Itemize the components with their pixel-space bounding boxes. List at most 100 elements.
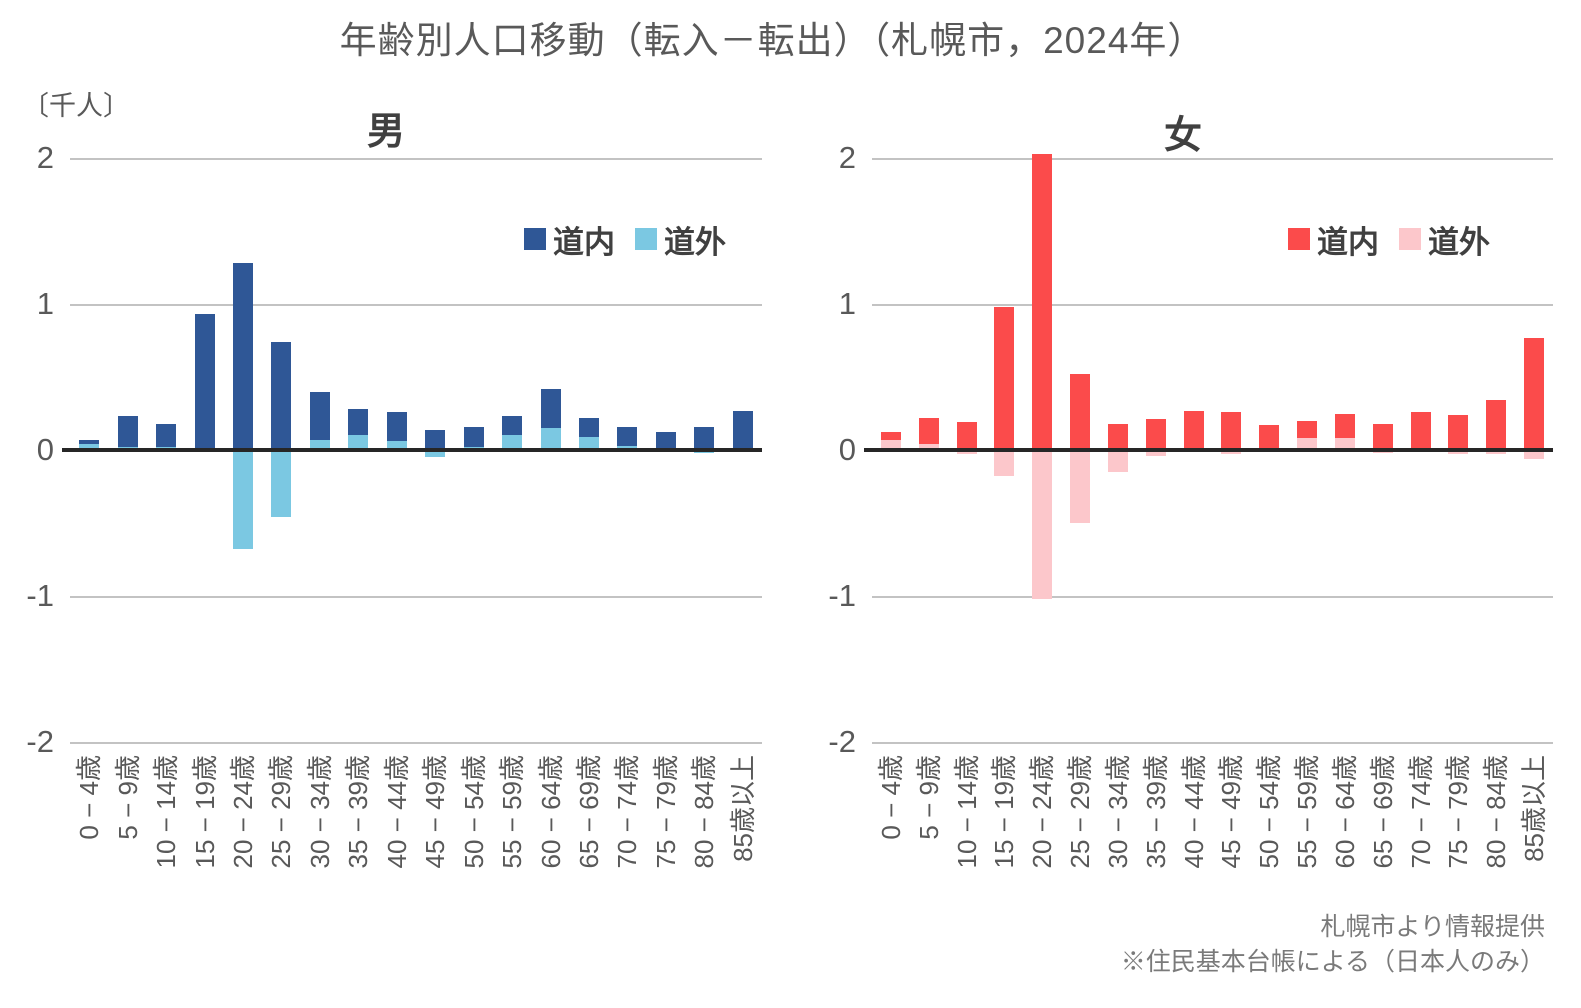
legend-swatch-outside-hokkaido	[635, 228, 657, 250]
bar-outside-hokkaido-11	[502, 435, 523, 450]
x-tick-label-2: 10 − 14歳	[951, 755, 982, 869]
bar-outside-hokkaido-11	[1297, 438, 1318, 450]
bar-within-hokkaido-10	[463, 426, 484, 450]
bar-within-hokkaido-17	[732, 410, 753, 450]
y-tick-label: 2	[838, 140, 856, 175]
x-tick-label-13: 65 − 69歳	[1367, 755, 1398, 869]
x-tick-label-12: 60 − 64歳	[1329, 755, 1360, 869]
y-tick-label: 1	[838, 286, 856, 321]
bar-within-hokkaido-16	[1486, 400, 1507, 450]
bar-within-hokkaido-7	[1145, 419, 1166, 450]
bar-within-hokkaido-4	[1032, 153, 1053, 450]
bar-within-hokkaido-13	[1372, 423, 1393, 450]
legend-swatch-within-hokkaido	[1288, 228, 1310, 250]
bar-outside-hokkaido-9	[425, 450, 446, 458]
bar-within-hokkaido-15	[655, 432, 676, 450]
x-axis-zero-line	[864, 448, 1553, 452]
bar-within-hokkaido-14	[1410, 412, 1431, 450]
bar-outside-hokkaido-7	[1145, 450, 1166, 456]
bar-within-hokkaido-5	[1070, 374, 1091, 450]
bar-within-hokkaido-6	[1107, 423, 1128, 450]
panel-title-male: 男	[366, 111, 406, 153]
bar-within-hokkaido-10	[1259, 425, 1280, 450]
bar-outside-hokkaido-1	[918, 444, 939, 450]
bar-outside-hokkaido-9	[1221, 450, 1242, 455]
x-tick-label-10: 50 − 54歳	[1254, 755, 1285, 869]
x-tick-label-4: 20 − 24歳	[1027, 755, 1058, 869]
panel-title-female: 女	[1163, 115, 1203, 157]
bar-outside-hokkaido-5	[271, 450, 292, 518]
bar-outside-hokkaido-6	[1107, 450, 1128, 472]
bar-outside-hokkaido-15	[1448, 450, 1469, 455]
bar-within-hokkaido-15	[1448, 414, 1469, 450]
bar-within-hokkaido-3	[194, 314, 215, 450]
legend-label-outside-hokkaido: 道外	[1428, 224, 1490, 260]
legend: 道内 道外	[1288, 217, 1490, 262]
legend-label-outside-hokkaido: 道外	[664, 224, 726, 260]
x-tick-label-1: 5 − 9歳	[913, 755, 944, 840]
source-note: 札幌市より情報提供 ※住民基本台帳による（日本人のみ）	[1121, 910, 1545, 980]
bar-outside-hokkaido-13	[579, 436, 599, 450]
bar-outside-hokkaido-7	[348, 435, 369, 450]
bar-within-hokkaido-5	[271, 341, 292, 450]
bar-outside-hokkaido-16	[1486, 450, 1507, 455]
gridline-y1	[872, 304, 1553, 306]
y-tick-label: -1	[828, 578, 856, 613]
bar-within-hokkaido-1	[117, 416, 138, 450]
bar-outside-hokkaido-12	[1334, 438, 1355, 450]
bar-within-hokkaido-9	[1221, 412, 1242, 450]
y-tick-label: -1	[26, 578, 54, 613]
unit-label: 〔千人〕	[22, 91, 130, 121]
bar-outside-hokkaido-4	[1032, 450, 1053, 599]
x-tick-label-17: 85歳以上	[1519, 755, 1550, 862]
x-tick-label-9: 45 − 49歳	[1216, 755, 1247, 869]
x-tick-label-14: 70 − 74歳	[1405, 755, 1436, 869]
gridline-y2	[872, 158, 1553, 160]
bar-outside-hokkaido-0	[880, 439, 901, 450]
bar-within-hokkaido-8	[386, 412, 407, 450]
gridline-y2	[70, 158, 762, 160]
y-tick-label: -2	[26, 724, 54, 759]
x-tick-label-0: 0 − 4歳	[875, 755, 906, 840]
bar-outside-hokkaido-5	[1070, 450, 1091, 523]
source-note-line2: ※住民基本台帳による（日本人のみ）	[1120, 948, 1545, 976]
bar-outside-hokkaido-6	[309, 439, 330, 450]
chart-title: 年齢別人口移動（転入－転出）（札幌市，2024年）	[339, 20, 1206, 61]
bar-within-hokkaido-1	[918, 417, 939, 450]
gridline-y-1	[70, 596, 762, 598]
bar-within-hokkaido-2	[156, 423, 177, 450]
x-tick-label-6: 30 − 34歳	[1102, 755, 1133, 869]
bar-within-hokkaido-17	[1524, 337, 1545, 450]
x-tick-label-3: 15 − 19歳	[989, 755, 1020, 869]
x-tick-label-5: 25 − 29歳	[1065, 755, 1096, 869]
x-tick-label-8: 40 − 44歳	[1178, 755, 1209, 869]
y-tick-label: -2	[828, 724, 856, 759]
bar-outside-hokkaido-12	[540, 428, 561, 450]
legend-label-within-hokkaido: 道内	[553, 224, 615, 260]
y-tick-label: 1	[36, 286, 54, 321]
bar-within-hokkaido-3	[994, 306, 1015, 450]
bar-within-hokkaido-4	[233, 263, 253, 450]
legend-label-within-hokkaido: 道内	[1317, 224, 1379, 260]
legend-swatch-within-hokkaido	[524, 228, 546, 250]
x-tick-label-15: 75 − 79歳	[1443, 755, 1474, 869]
bar-outside-hokkaido-3	[994, 450, 1015, 477]
y-tick-label: 2	[36, 140, 54, 175]
legend-item-outside-hokkaido: 道外	[1399, 217, 1490, 262]
x-axis-zero-line	[62, 448, 762, 452]
x-tick-label-7: 35 − 39歳	[1140, 755, 1171, 869]
legend-item-within-hokkaido: 道内	[1288, 217, 1379, 262]
gridline-y-2	[70, 742, 762, 744]
legend-item-outside-hokkaido: 道外	[635, 217, 726, 262]
source-note-line1: 札幌市より情報提供	[1320, 913, 1545, 941]
gridline-y-2	[872, 742, 1553, 744]
bar-outside-hokkaido-0	[79, 444, 100, 450]
bar-within-hokkaido-6	[309, 391, 330, 450]
gridline-y1	[70, 304, 762, 306]
legend: 道内 道外	[524, 217, 726, 262]
bar-within-hokkaido-2	[956, 422, 977, 450]
y-tick-label: 0	[36, 432, 54, 467]
bar-within-hokkaido-9	[425, 429, 446, 450]
